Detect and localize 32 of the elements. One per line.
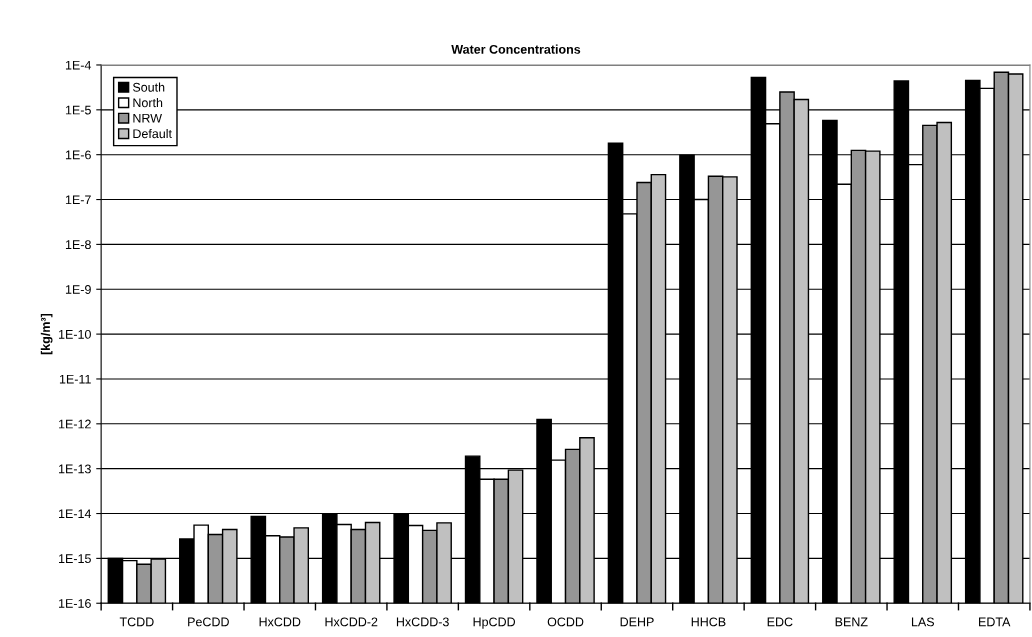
y-tick-label: 1E-12 bbox=[59, 419, 91, 429]
y-tick-label: 1E-8 bbox=[65, 240, 91, 250]
y-tick-label: 1E-11 bbox=[59, 374, 91, 384]
y-tick-label: 1E-4 bbox=[65, 60, 92, 70]
x-tick-label: BENZ bbox=[835, 617, 868, 627]
y-tick-label: 1E-15 bbox=[59, 554, 91, 564]
y-tick-label: 1E-6 bbox=[65, 150, 91, 160]
x-tick-label: DEHP bbox=[620, 617, 654, 627]
y-tick-label: 1E-9 bbox=[65, 285, 91, 294]
x-tick-label: HxCDD bbox=[259, 617, 301, 627]
legend-label: North bbox=[133, 98, 163, 108]
y-tick-label: 1E-14 bbox=[59, 509, 92, 519]
y-tick-label: 1E-10 bbox=[59, 329, 91, 339]
y-tick-label: 1E-5 bbox=[65, 105, 91, 115]
x-tick-label: TCDD bbox=[119, 617, 154, 627]
x-tick-label: LAS bbox=[911, 617, 935, 627]
x-tick-label: PeCDD bbox=[188, 617, 229, 627]
x-tick-label: HpCDD bbox=[473, 617, 516, 629]
chart-title: Water Concentrations bbox=[451, 44, 581, 54]
x-tick-label: EDC bbox=[767, 617, 793, 627]
x-tick-label: HHCB bbox=[691, 617, 726, 627]
legend-label: South bbox=[132, 82, 165, 92]
y-tick-label: 1E-16 bbox=[59, 599, 91, 608]
y-tick-label: 1E-7 bbox=[65, 195, 91, 205]
legend-label: NRW bbox=[133, 113, 162, 123]
y-tick-label: 1E-13 bbox=[59, 464, 91, 474]
x-tick-label: EDTA bbox=[979, 617, 1011, 627]
x-tick-label: HxCDD-2 bbox=[325, 617, 378, 627]
x-tick-label: HxCDD-3 bbox=[396, 617, 449, 627]
y-axis-title: [kg/m³] bbox=[40, 313, 53, 355]
legend-label: Default bbox=[133, 128, 172, 139]
x-tick-label: OCDD bbox=[547, 617, 584, 627]
